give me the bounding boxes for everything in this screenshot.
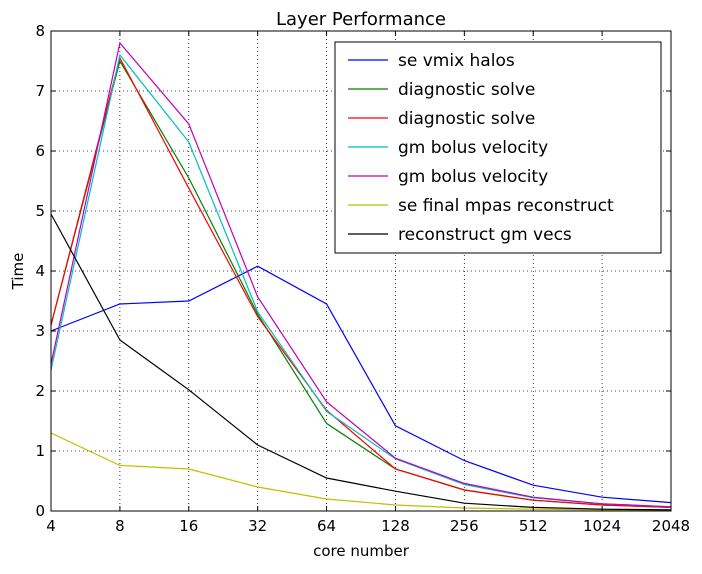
y-tick-label: 4 — [35, 262, 45, 280]
y-tick-label: 2 — [35, 382, 45, 400]
series-line — [50, 265, 672, 504]
y-tick-label: 7 — [35, 82, 45, 100]
series-line — [50, 41, 672, 508]
legend-label: reconstruct gm vecs — [398, 225, 572, 245]
y-axis-label: Time — [9, 253, 27, 291]
legend-label: se vmix halos — [398, 51, 515, 71]
x-tick-label: 1024 — [583, 517, 621, 535]
legend-label: gm bolus velocity — [398, 167, 548, 187]
series-line — [50, 213, 672, 511]
x-tick-label: 512 — [519, 517, 548, 535]
legend-label: diagnostic solve — [398, 109, 535, 129]
legend: se vmix halos diagnostic solve diagnostic … — [334, 41, 662, 254]
y-tick-label: 8 — [35, 22, 45, 40]
legend-label: se final mpas reconstruct — [398, 196, 614, 216]
x-tick-label: 8 — [115, 517, 125, 535]
x-tick-label: 256 — [450, 517, 479, 535]
x-tick-label: 2048 — [652, 517, 690, 535]
legend-label: diagnostic solve — [398, 80, 535, 100]
legend-label: gm bolus velocity — [398, 138, 548, 158]
y-tick-label: 5 — [35, 202, 45, 220]
legend-box — [334, 41, 662, 254]
series-lines — [50, 41, 672, 511]
y-tick-label: 1 — [35, 442, 45, 460]
x-axis-label: core number — [313, 542, 410, 560]
chart-title: Layer Performance — [276, 9, 446, 30]
y-tick-label: 0 — [35, 502, 45, 520]
x-tick-label: 16 — [179, 517, 198, 535]
series-line — [50, 56, 672, 508]
series-line — [50, 432, 672, 511]
x-tick-label: 4 — [46, 517, 56, 535]
axis-ticks: 4 8 16 32 64 128 256 512 1024 2048 0 1 2 3 4 5 6 7 8 — [35, 22, 690, 535]
x-tick-label: 64 — [317, 517, 336, 535]
x-tick-label: 128 — [381, 517, 410, 535]
x-tick-label: 32 — [248, 517, 267, 535]
y-tick-label: 6 — [35, 142, 45, 160]
y-tick-label: 3 — [35, 322, 45, 340]
